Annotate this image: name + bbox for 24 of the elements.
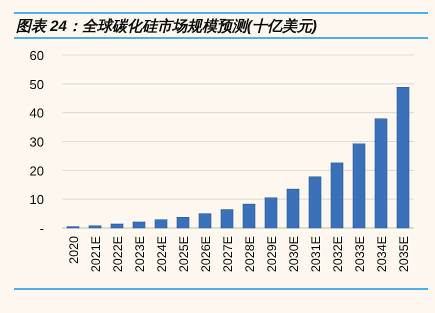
x-tick-label: 2026E [199,236,213,272]
x-tick-label: 2021E [89,236,103,272]
x-tick-label: 2025E [177,236,191,272]
x-tick-label: 2020 [67,236,81,264]
x-tick-label: 2024E [155,236,169,272]
y-tick-label: - [40,221,44,236]
y-tick-label: 20 [30,163,44,178]
y-tick-label: 10 [30,192,44,208]
x-tick-label: 2031E [309,236,323,272]
x-tick-label: 2034E [375,236,389,272]
x-tick-label: 2032E [331,236,345,272]
x-tick-label: 2027E [221,236,235,272]
y-tick-label: 40 [30,106,44,121]
y-tick-label: 30 [30,134,44,150]
x-tick-label: 2028E [243,236,257,272]
x-tick-label: 2029E [265,236,279,272]
y-tick-label: 50 [30,76,44,92]
x-tick-label: 2030E [287,236,301,272]
x-tick-label: 2023E [133,236,147,272]
x-tick-label: 2022E [111,236,125,272]
x-tick-label: 2035E [397,236,411,272]
y-tick-label: 60 [30,48,44,63]
x-tick-label: 2033E [353,236,367,272]
chart-title: 图表 24：全球碳化硅市场规模预测(十亿美元) [16,17,317,35]
